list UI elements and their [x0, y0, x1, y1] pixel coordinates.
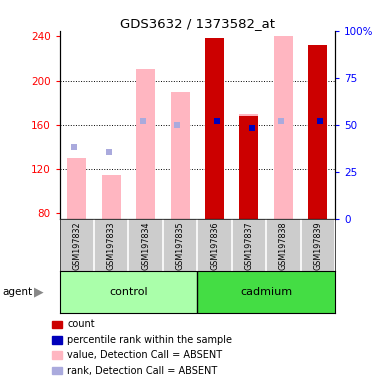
Text: agent: agent — [2, 287, 32, 297]
Bar — [102, 175, 121, 219]
Text: percentile rank within the sample: percentile rank within the sample — [67, 335, 233, 345]
Text: GSM197837: GSM197837 — [244, 222, 253, 270]
Bar — [274, 36, 293, 219]
Text: GSM197832: GSM197832 — [72, 222, 81, 270]
Text: GSM197839: GSM197839 — [313, 222, 322, 270]
Text: GSM197836: GSM197836 — [210, 222, 219, 270]
Text: GSM197838: GSM197838 — [279, 222, 288, 270]
Text: cadmium: cadmium — [240, 287, 292, 297]
Bar — [308, 45, 327, 219]
Text: value, Detection Call = ABSENT: value, Detection Call = ABSENT — [67, 350, 223, 360]
Text: rank, Detection Call = ABSENT: rank, Detection Call = ABSENT — [67, 366, 218, 376]
Bar — [136, 70, 155, 219]
Bar — [171, 92, 189, 219]
Text: GSM197835: GSM197835 — [176, 222, 185, 270]
Bar — [239, 116, 258, 219]
Text: control: control — [109, 287, 148, 297]
Text: GSM197833: GSM197833 — [107, 222, 116, 270]
Title: GDS3632 / 1373582_at: GDS3632 / 1373582_at — [120, 17, 275, 30]
Bar — [67, 158, 86, 219]
Bar — [205, 38, 224, 219]
Bar — [197, 271, 335, 313]
Text: count: count — [67, 319, 95, 329]
Text: ▶: ▶ — [34, 285, 44, 298]
Bar — [239, 114, 258, 219]
Bar — [60, 271, 197, 313]
Text: GSM197834: GSM197834 — [141, 222, 150, 270]
